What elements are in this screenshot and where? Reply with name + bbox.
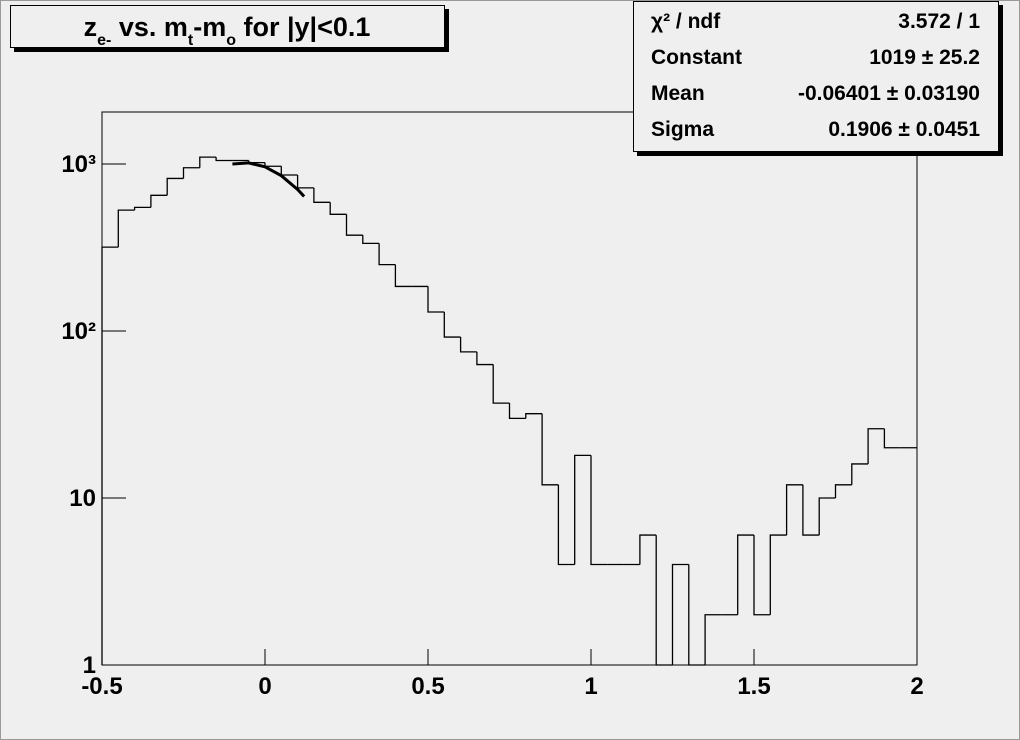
histogram-bin (541, 413, 559, 486)
histogram-bin (133, 206, 151, 211)
x-tick-label: 1.5 (737, 673, 770, 700)
histogram-bin (476, 351, 494, 366)
histogram-bin (117, 209, 135, 248)
histogram-bin (443, 312, 461, 338)
histogram-bin (769, 534, 787, 615)
histogram-bin (182, 167, 200, 179)
histogram-bin (753, 535, 771, 616)
histogram-bin (345, 214, 363, 236)
histogram-bin (834, 484, 852, 499)
x-tick-label: 0.5 (411, 673, 444, 700)
histogram-bin (492, 364, 510, 404)
histogram-bin (215, 157, 233, 162)
histogram-bin (166, 177, 184, 196)
title-part: z (84, 12, 98, 42)
histogram-bin (802, 484, 820, 536)
fit-curve (232, 161, 306, 198)
stats-value: 0.1906 ± 0.0451 (828, 118, 980, 141)
histogram-bin (199, 156, 217, 168)
histogram-bin (525, 413, 543, 419)
histogram-bin (101, 246, 119, 665)
histogram-bin (590, 455, 608, 566)
histogram-bin (150, 194, 168, 208)
histogram-bin (362, 235, 380, 245)
stats-box (633, 1, 999, 152)
stats-value: -0.06401 ± 0.03190 (798, 82, 980, 105)
x-tick-label: 2 (910, 673, 923, 700)
histogram-bin (427, 286, 445, 313)
histogram-bin (329, 202, 347, 215)
histogram-bin (313, 187, 331, 203)
x-tick-label: 1 (584, 673, 597, 700)
stats-value: 1019 ± 25.2 (869, 46, 980, 69)
histogram-bin (557, 484, 575, 566)
histogram-bin (785, 484, 803, 536)
histogram-bin (883, 428, 901, 449)
histogram-bin (394, 264, 412, 288)
stats-label: Sigma (651, 118, 714, 141)
histogram-bin (459, 337, 477, 353)
title-part: o (226, 32, 236, 49)
stats-value: 3.572 / 1 (898, 10, 980, 33)
stats-label: Mean (651, 82, 705, 105)
y-tick-label: 10³ (61, 151, 96, 178)
histogram-bin (737, 534, 754, 615)
y-tick-label: 10² (61, 318, 96, 345)
histogram-bin (818, 497, 836, 536)
histogram-bin (655, 535, 673, 666)
title-part: e- (97, 32, 111, 49)
x-tick-label: -0.5 (81, 673, 122, 700)
histogram-bin (688, 564, 706, 666)
title-part: vs. m (111, 12, 188, 42)
title-part: for |y|<0.1 (236, 12, 370, 42)
histogram-bin (867, 428, 885, 464)
histogram-bin (671, 563, 689, 665)
title-box (10, 5, 445, 48)
histogram-bin (574, 454, 591, 565)
histogram-bin (639, 534, 657, 565)
title-part: t (188, 32, 194, 49)
y-tick-label: 1 (83, 652, 96, 679)
y-tick-label: 10 (69, 485, 96, 512)
plot-frame (101, 111, 918, 666)
histogram-bin (508, 403, 526, 419)
stats-label: Constant (651, 46, 742, 69)
histogram-bin (851, 463, 869, 485)
title-part: -m (193, 12, 226, 42)
x-tick-label: 0 (258, 673, 271, 700)
histogram-bin (704, 614, 722, 665)
histogram-bin (378, 243, 396, 266)
stats-label: χ² / ndf (651, 10, 721, 33)
chart-title: ze- vs. mt-mo for |y|<0.1 (84, 12, 371, 49)
